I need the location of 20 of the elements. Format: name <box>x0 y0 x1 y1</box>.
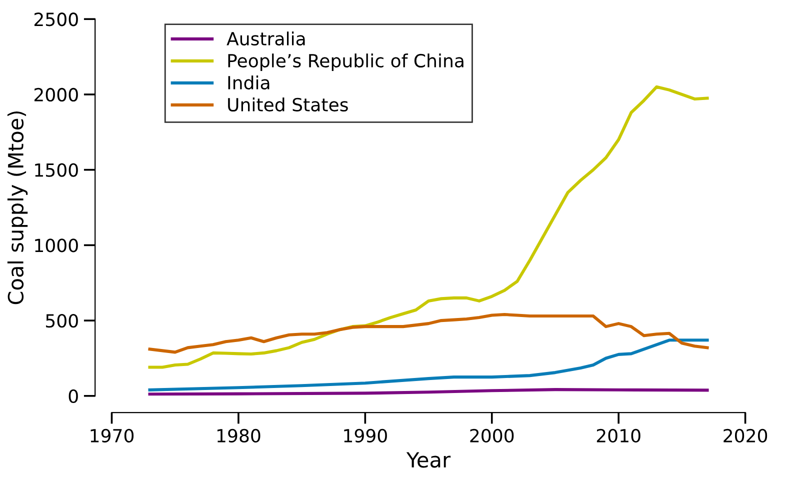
y-tick-label: 1500 <box>35 163 78 177</box>
y-axis-title: Coal supply (Mtoe) <box>7 111 28 304</box>
legend-label: Australia <box>226 32 305 46</box>
y-tick-label: 0 <box>68 389 78 404</box>
line-series <box>148 312 709 354</box>
x-tick-label: 1970 <box>90 428 134 443</box>
y-tick-label: 500 <box>46 314 78 328</box>
y-tick-label: 2500 <box>34 12 78 26</box>
legend-label: India <box>228 76 270 90</box>
x-tick-label: 1990 <box>344 428 387 443</box>
x-tick-label: 2020 <box>724 428 768 443</box>
x-tick-label: 2000 <box>470 428 514 443</box>
x-axis-title: Year <box>406 452 451 468</box>
x-tick-label: 2010 <box>596 428 640 443</box>
line-series <box>148 338 709 392</box>
legend-label: People’s Republic of China <box>228 54 464 72</box>
x-tick-label: 1980 <box>217 428 260 443</box>
y-tick-label: 1000 <box>35 238 78 252</box>
legend-label: United States <box>228 98 348 112</box>
y-tick-label: 2000 <box>34 88 78 102</box>
